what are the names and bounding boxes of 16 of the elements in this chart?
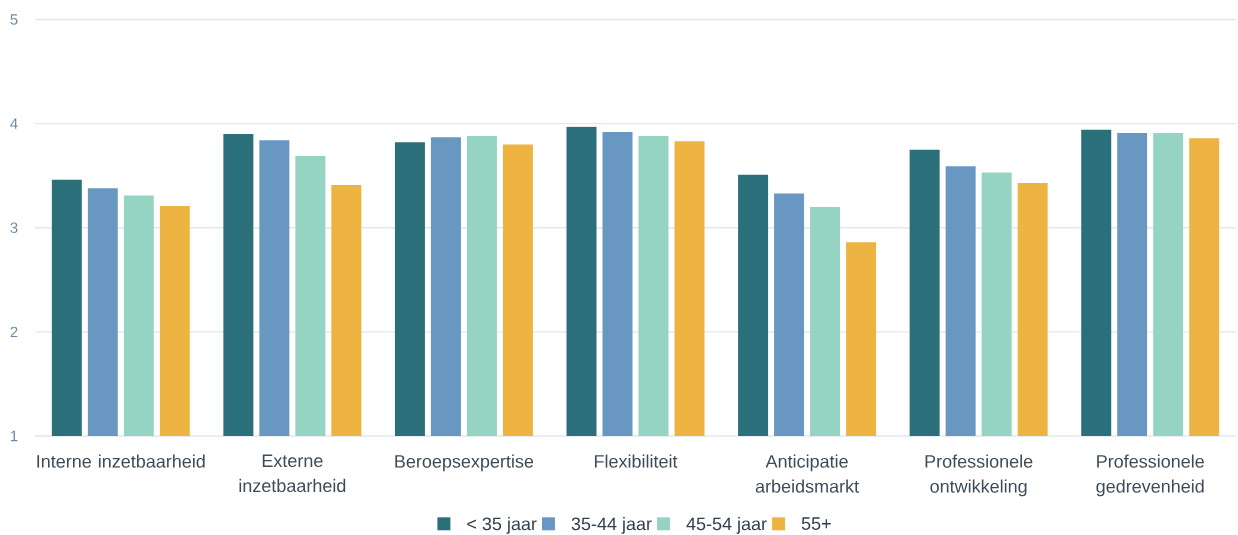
legend-label: 55+ <box>801 517 831 530</box>
legend-label: < 35 jaar <box>467 517 537 534</box>
x-tick-label: Externe inzetbaarheid <box>239 454 346 493</box>
y-tick-label: 1 <box>10 430 18 442</box>
legend-label: 35-44 jaar <box>571 517 652 534</box>
y-tick-label: 3 <box>10 222 18 234</box>
y-tick-label: 5 <box>10 14 18 25</box>
x-tick-label: Professionele gedrevenheid <box>1096 454 1204 497</box>
x-tick-label: Anticipatie arbeidsmarkt <box>755 454 859 493</box>
x-tick-label: Beroepsexpertise <box>395 454 534 472</box>
y-tick-label: 2 <box>10 326 18 338</box>
legend-label: 45-54 jaar <box>686 517 767 534</box>
x-tick-label: Flexibiliteit <box>594 454 678 468</box>
x-tick-label: Interne inzetbaarheid <box>37 454 205 468</box>
y-tick-label: 4 <box>10 118 18 129</box>
x-tick-label: Professionele ontwikkeling <box>925 454 1033 497</box>
